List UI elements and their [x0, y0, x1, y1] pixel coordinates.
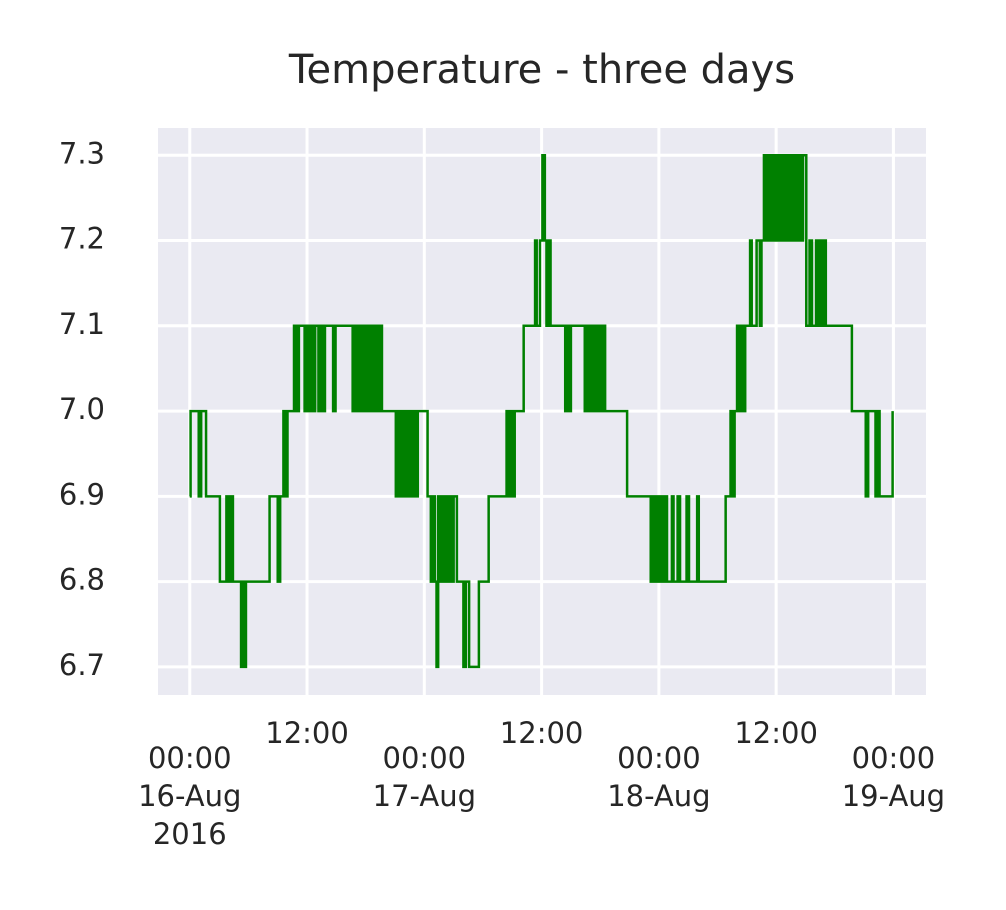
- x-tick-label: 18-Aug: [607, 779, 710, 813]
- chart-title: Temperature - three days: [288, 47, 795, 93]
- y-tick-label: 6.7: [59, 648, 105, 682]
- y-tick-label: 7.2: [59, 222, 105, 256]
- x-tick-label: 2016: [153, 817, 227, 851]
- temperature-line: [189, 154, 894, 669]
- x-tick-label: 00:00: [148, 741, 232, 775]
- y-tick-label: 7.0: [59, 392, 105, 426]
- y-tick-label: 6.8: [59, 563, 105, 597]
- y-tick-label: 7.1: [59, 307, 105, 341]
- x-tick-label: 00:00: [617, 741, 701, 775]
- y-tick-label: 6.9: [59, 477, 105, 511]
- x-tick-label: 12:00: [500, 716, 584, 750]
- x-tick-label: 12:00: [734, 716, 818, 750]
- x-tick-label: 12:00: [265, 716, 349, 750]
- x-tick-label: 00:00: [852, 741, 936, 775]
- x-tick-label: 19-Aug: [842, 779, 945, 813]
- x-tick-label: 16-Aug: [138, 779, 241, 813]
- x-tick-label: 00:00: [383, 741, 467, 775]
- x-tick-label: 17-Aug: [373, 779, 476, 813]
- y-tick-label: 7.3: [59, 136, 105, 170]
